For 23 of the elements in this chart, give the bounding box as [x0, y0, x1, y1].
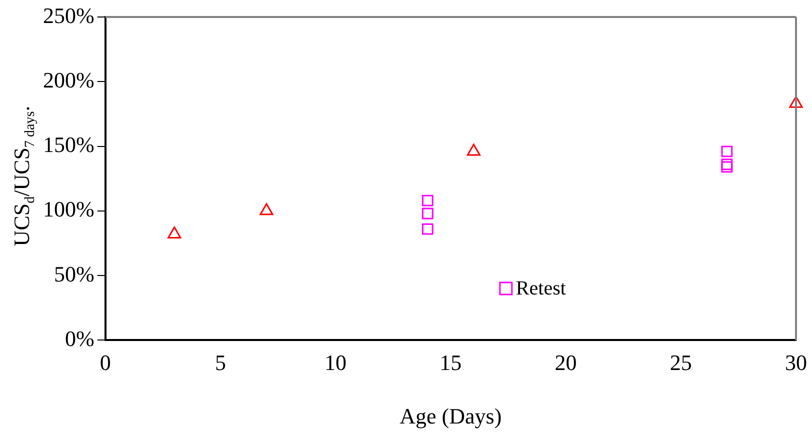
y-tick-label: 200% [43, 67, 94, 92]
x-tick-label: 20 [554, 350, 577, 376]
point [422, 194, 434, 206]
point [721, 158, 733, 170]
y-tick-label: 250% [43, 2, 94, 28]
x-tick-label: 5 [214, 350, 226, 376]
x-tick-label: 0 [100, 350, 111, 376]
y-tick-label: 50% [54, 261, 94, 286]
y-tick-label: 100% [43, 196, 94, 222]
point [721, 161, 733, 173]
x-tick-label: 10 [324, 350, 347, 376]
x-tick-label: 30 [785, 350, 807, 376]
point [466, 144, 480, 156]
x-axis-title: Age (Days) [400, 404, 502, 429]
point [789, 96, 803, 108]
point [422, 223, 434, 235]
point [721, 146, 733, 158]
y-tick-label: 150% [43, 132, 94, 158]
x-tick-label: 25 [670, 350, 692, 376]
y-tick-label: 0% [65, 326, 94, 351]
legend-label: Retest [516, 278, 566, 300]
x-tick-label: 15 [440, 350, 462, 376]
point [422, 208, 434, 220]
